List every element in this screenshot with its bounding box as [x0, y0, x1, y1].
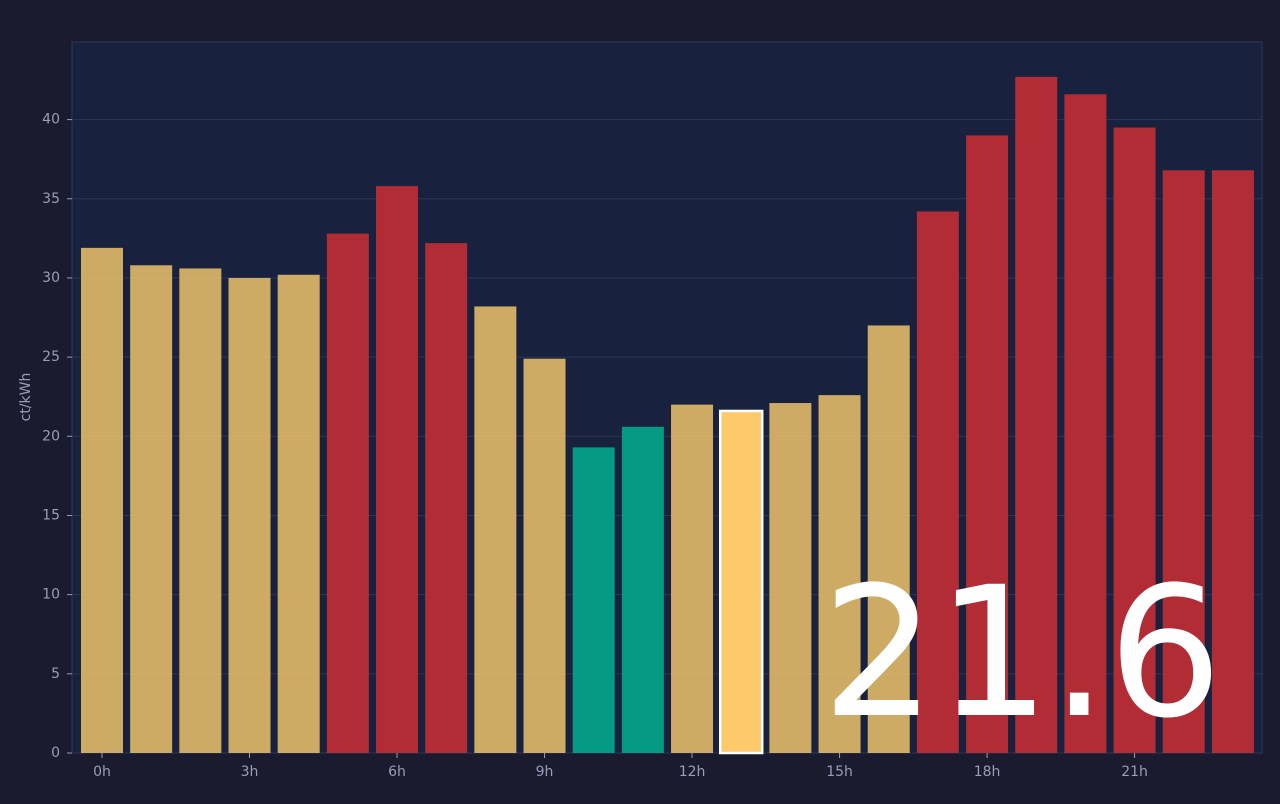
bar [1162, 170, 1205, 754]
y-tick-label: 0 [51, 745, 60, 761]
bar [81, 247, 123, 753]
y-axis-label: ct/kWh [18, 373, 34, 422]
x-tick-label: 9h [536, 764, 554, 780]
bar [671, 404, 714, 753]
bar [769, 403, 812, 753]
bar [523, 358, 566, 753]
bar [326, 233, 369, 754]
y-tick-label: 35 [42, 191, 60, 207]
bar [916, 211, 959, 753]
x-tick-label: 15h [826, 764, 853, 780]
y-tick-label: 15 [42, 507, 60, 523]
bar [966, 135, 1009, 753]
bar [572, 447, 615, 753]
bar [228, 277, 271, 753]
bar [474, 306, 517, 753]
bar [1015, 76, 1058, 754]
bar [718, 409, 764, 755]
x-tick-label: 0h [93, 764, 111, 780]
bar [277, 274, 320, 753]
bar [1064, 94, 1107, 754]
x-tick-label: 12h [679, 764, 706, 780]
bar [130, 265, 173, 753]
y-tick-label: 10 [42, 587, 60, 603]
y-tick-label: 40 [42, 112, 60, 128]
x-tick-label: 3h [241, 764, 259, 780]
y-tick-label: 25 [42, 349, 60, 365]
bar [1113, 127, 1156, 754]
bar [621, 426, 664, 753]
current-price: 21.6 [822, 549, 1223, 758]
y-tick-label: 30 [42, 270, 60, 286]
bar [376, 186, 419, 753]
bar [425, 243, 468, 753]
bar [867, 325, 910, 753]
y-tick-label: 5 [51, 666, 60, 682]
x-tick-label: 6h [388, 764, 406, 780]
x-tick-label: 21h [1121, 764, 1148, 780]
y-tick-label: 20 [42, 428, 60, 444]
bar [1211, 170, 1254, 754]
bar [179, 268, 222, 753]
x-tick-label: 18h [974, 764, 1001, 780]
bar [818, 395, 861, 753]
